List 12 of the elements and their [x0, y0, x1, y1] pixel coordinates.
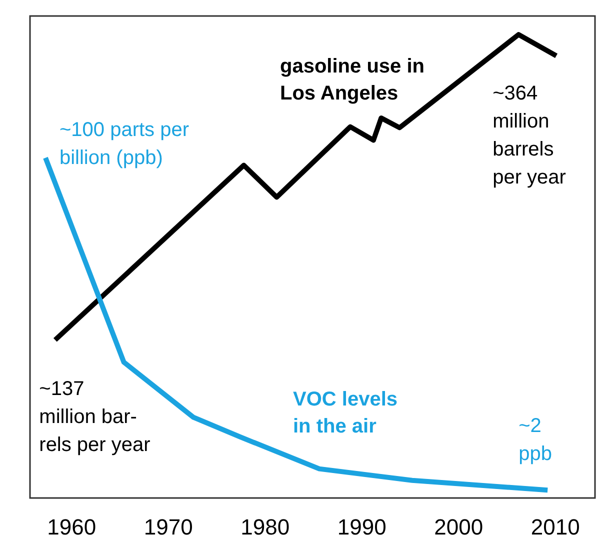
x-tick-label: 2010 [530, 514, 580, 540]
series-label: VOC levels in the air [293, 388, 398, 438]
annotation: ~2 ppb [518, 415, 552, 466]
series-label: gasoline use in Los Angeles [280, 56, 424, 104]
x-tick-label: 1960 [47, 514, 96, 540]
annotation: ~137 million bar- rels per year [39, 378, 151, 456]
x-tick-label: 2000 [434, 514, 484, 540]
annotation: ~100 parts per billion (ppb) [59, 118, 190, 169]
x-tick-label: 1970 [144, 514, 193, 540]
x-tick-label: 1990 [337, 514, 386, 540]
annotation: ~364 million barrels per year [492, 82, 566, 189]
x-tick-label: 1980 [240, 514, 290, 540]
